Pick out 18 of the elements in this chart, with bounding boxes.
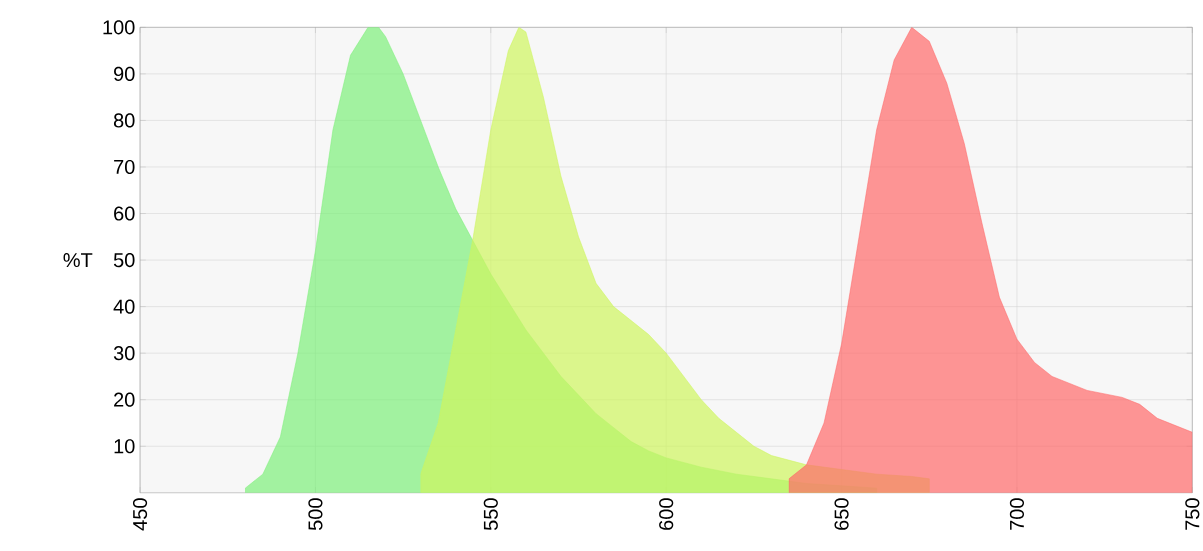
y-axis-title: %T [63,253,93,268]
y-tick-label: 10 [114,439,135,454]
y-tick-label: 50 [113,253,135,268]
x-tick-label: 450 [132,498,148,531]
x-tick-label: 750 [1185,498,1200,530]
x-tick-label: 700 [1009,498,1025,530]
y-tick-label: 60 [114,206,135,221]
y-tick-label: 90 [114,66,135,82]
y-tick-label: 20 [114,392,135,407]
x-tick-label: 650 [834,498,849,530]
x-tick-label: 600 [659,498,674,530]
y-tick-label: 70 [114,159,135,175]
y-tick-label: 30 [113,346,135,361]
y-tick-label: 80 [113,113,135,128]
x-tick-label: 550 [483,498,498,531]
x-tick-label: 500 [308,498,323,531]
y-tick-label: 40 [113,299,135,314]
y-tick-label: 100 [103,20,135,35]
